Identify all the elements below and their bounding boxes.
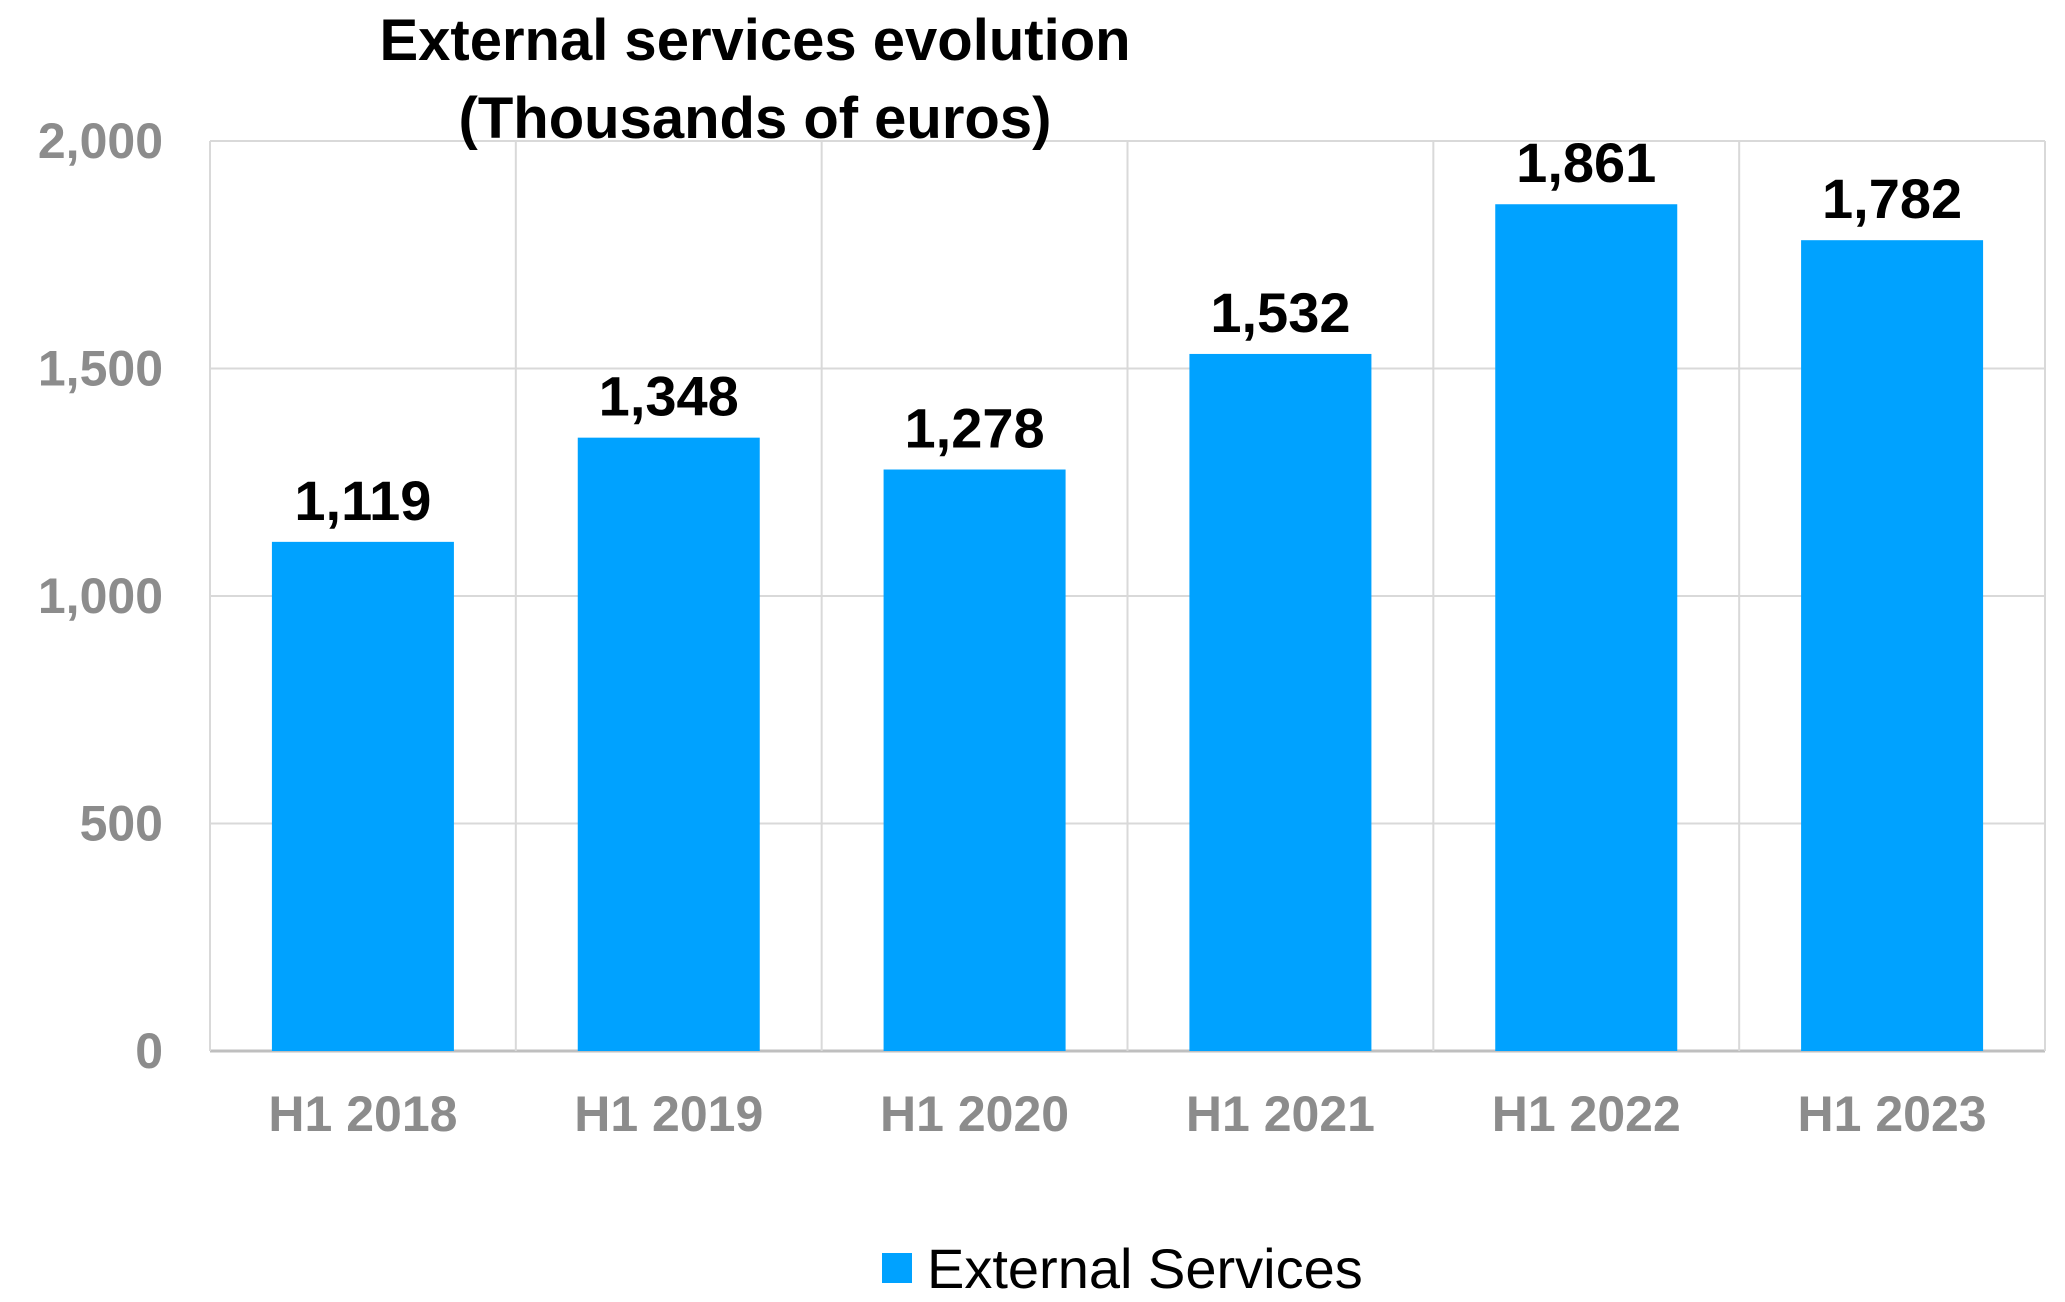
x-axis-ticks: H1 2018 H1 2019 H1 2020 H1 2021 H1 2022 H1 20… (268, 1086, 1986, 1142)
bar (271, 541, 454, 1051)
legend: External Services (882, 1237, 1363, 1300)
bar (1495, 204, 1678, 1051)
x-tick-label: H1 2019 (574, 1086, 763, 1142)
data-label: 1,119 (294, 469, 431, 532)
x-tick-label: H1 2022 (1492, 1086, 1681, 1142)
y-tick-label: 1,000 (38, 568, 163, 624)
legend-label: External Services (927, 1237, 1363, 1297)
chart-title: External services evolution (Thousands o… (379, 8, 1130, 151)
bar (1189, 353, 1372, 1051)
y-tick-label: 0 (135, 1023, 163, 1079)
chart-title-line-2: (Thousands of euros) (459, 86, 1052, 151)
data-label: 1,348 (599, 365, 739, 428)
data-labels: 1,119 1,348 1,278 1,532 1,861 1,782 (294, 131, 1962, 532)
y-axis-ticks: 0 500 1,000 1,500 2,000 (38, 113, 163, 1079)
x-tick-label: H1 2023 (1798, 1086, 1987, 1142)
data-label: 1,278 (905, 397, 1045, 460)
bar (1801, 240, 1984, 1051)
data-label: 1,861 (1516, 131, 1656, 194)
x-tick-label: H1 2020 (880, 1086, 1069, 1142)
bars (271, 204, 1984, 1051)
data-label: 1,532 (1210, 281, 1350, 344)
x-tick-label: H1 2018 (268, 1086, 457, 1142)
chart-title-line-1: External services evolution (379, 8, 1130, 73)
bar (577, 437, 760, 1051)
bar (883, 469, 1066, 1051)
y-tick-label: 500 (80, 796, 163, 852)
gridlines (209, 140, 2046, 1053)
legend-swatch (882, 1253, 912, 1283)
data-label: 1,782 (1822, 167, 1962, 230)
y-tick-label: 2,000 (38, 113, 163, 169)
y-tick-label: 1,500 (38, 341, 163, 397)
x-tick-label: H1 2021 (1186, 1086, 1375, 1142)
